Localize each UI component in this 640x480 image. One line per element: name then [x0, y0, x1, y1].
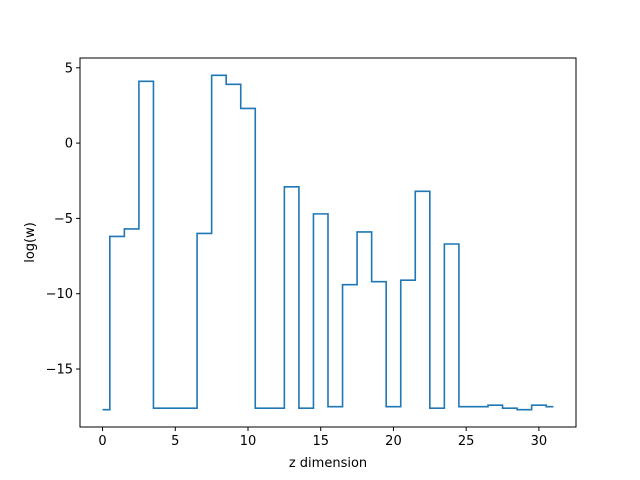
y-axis-label: log(w)	[23, 222, 38, 263]
x-tick-label: 10	[240, 434, 257, 449]
y-tick-label: −15	[46, 363, 73, 378]
y-tick-label: −5	[54, 212, 73, 227]
x-axis-label: z dimension	[289, 456, 367, 471]
x-tick-label: 0	[98, 434, 106, 449]
y-axis-ticks: −15 −10 −5 0 5	[46, 61, 80, 378]
plot-frame	[79, 57, 577, 428]
x-axis-ticks: 0 5 10 15 20 25 30	[98, 427, 547, 449]
y-tick-label: 5	[65, 61, 73, 76]
x-tick-label: 15	[312, 434, 329, 449]
x-tick-label: 30	[531, 434, 548, 449]
y-tick-label: −10	[46, 287, 73, 302]
x-tick-label: 20	[385, 434, 402, 449]
x-tick-label: 5	[171, 434, 179, 449]
y-tick-label: 0	[65, 137, 73, 152]
series-step-line	[102, 74, 554, 411]
x-tick-label: 25	[458, 434, 475, 449]
series-layer	[102, 74, 554, 411]
